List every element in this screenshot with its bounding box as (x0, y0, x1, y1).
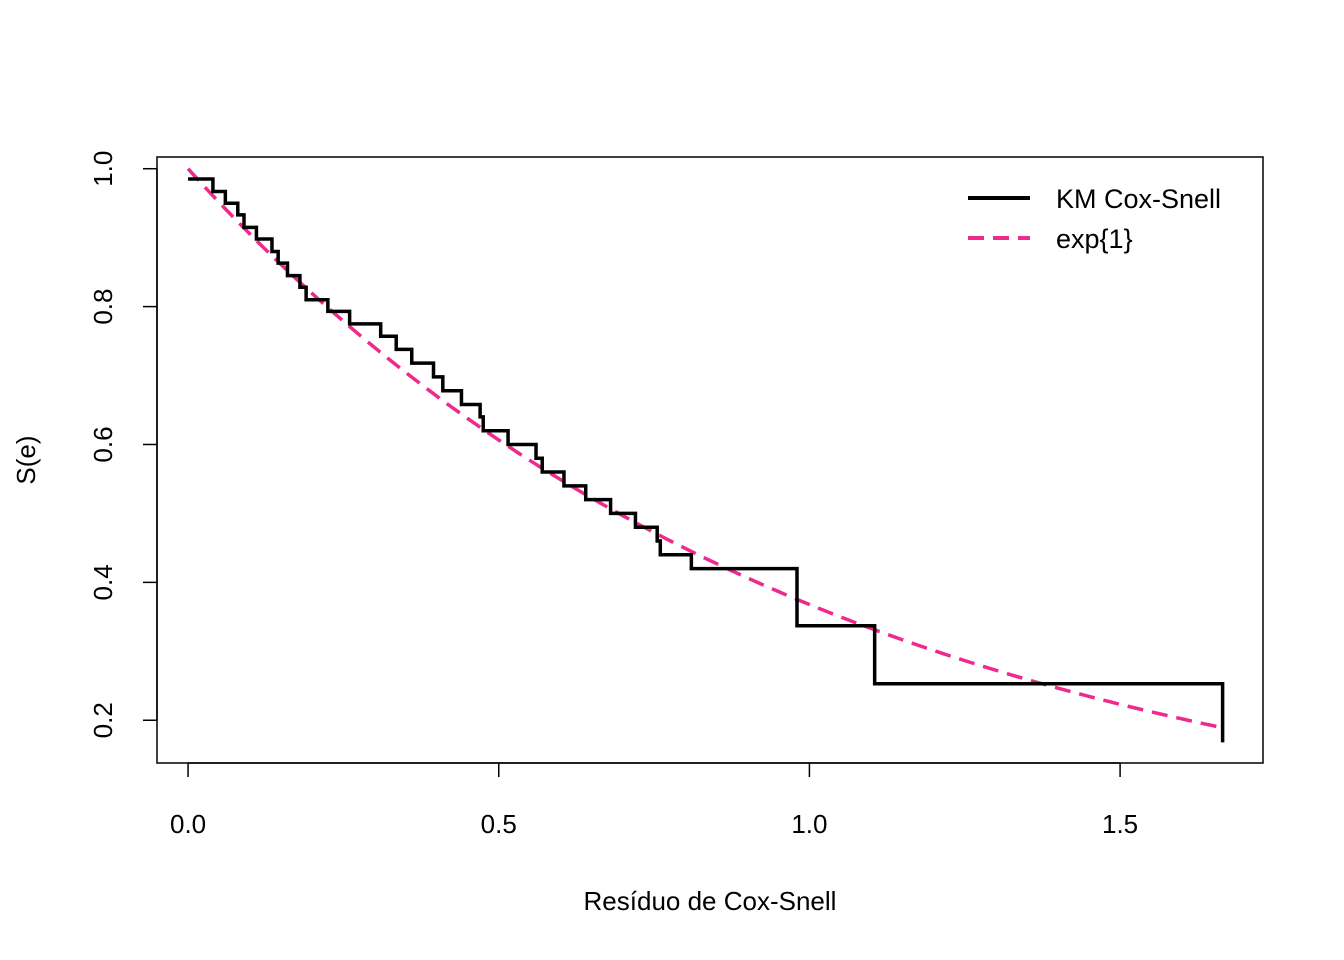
legend-item-exp-label: exp{1} (1056, 224, 1133, 254)
x-tick-label: 0.5 (481, 809, 517, 839)
y-tick-label: 1.0 (88, 151, 118, 187)
x-axis-label: Resíduo de Cox-Snell (584, 886, 837, 916)
y-tick-label: 0.4 (88, 564, 118, 600)
series-exp-curve (186, 167, 1223, 730)
series-layer (186, 167, 1225, 743)
x-axis: 0.0 0.5 1.0 1.5 (170, 762, 1138, 839)
y-axis: 0.2 0.4 0.6 0.8 1.0 (88, 151, 158, 738)
y-axis-label: S(e) (11, 435, 41, 484)
legend-item-km-label: KM Cox-Snell (1056, 184, 1221, 214)
y-tick-label: 0.2 (88, 702, 118, 738)
y-tick-label: 0.8 (88, 289, 118, 325)
x-tick-label: 1.5 (1102, 809, 1138, 839)
legend: KM Cox-Snell exp{1} (968, 184, 1221, 254)
y-tick-label: 0.6 (88, 426, 118, 462)
x-tick-label: 0.0 (170, 809, 206, 839)
x-tick-label: 1.0 (791, 809, 827, 839)
series-km-step (188, 177, 1225, 743)
